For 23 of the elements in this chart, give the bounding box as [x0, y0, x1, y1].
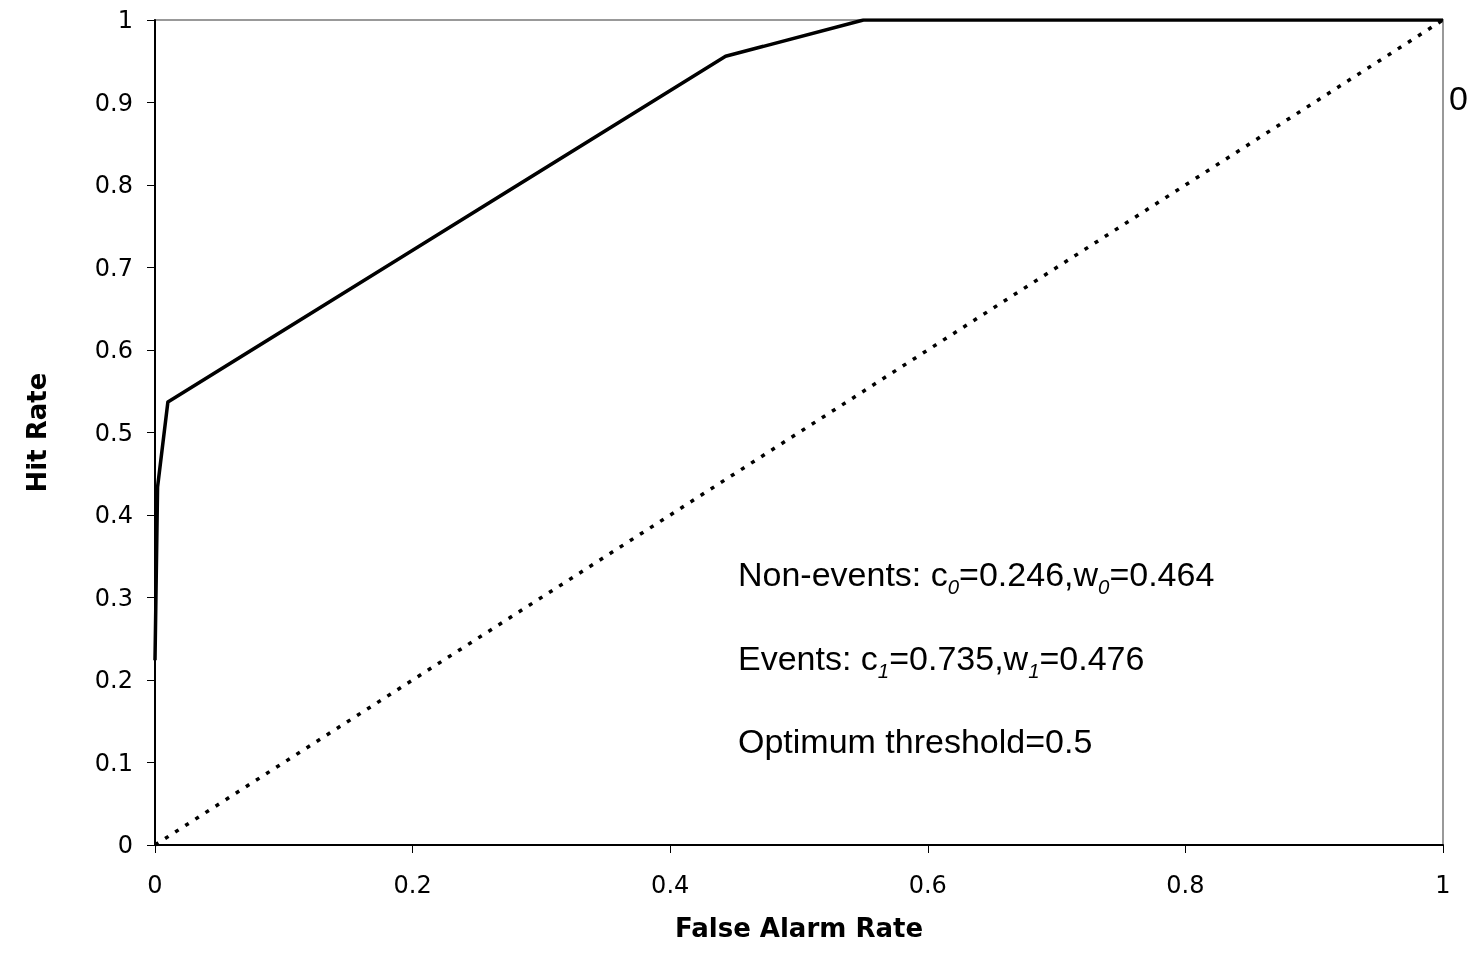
y-tick-label: 0.1 [94, 748, 133, 777]
annotation: Events: c$_{1}$=0.735,w$_{1}$=0.476 [738, 639, 1145, 683]
x-tick-label: 0.6 [908, 871, 947, 899]
annotation: Optimum threshold=0.5 [738, 722, 1093, 761]
y-tick-label: 0.2 [94, 666, 133, 694]
y-tick-label: 0.5 [94, 418, 133, 447]
x-tick-label: 1 [1435, 871, 1451, 899]
y-tick-label: 0.7 [94, 253, 133, 282]
x-tick-label: 0 [147, 871, 163, 899]
y-tick-label: 0.6 [94, 336, 133, 364]
x-tick-label: 0.4 [651, 871, 690, 899]
x-tick-label: 0.8 [1166, 871, 1205, 899]
text: 0 [1449, 79, 1468, 118]
y-tick-label: 0.8 [94, 171, 133, 199]
y-tick-label: 0.9 [94, 88, 133, 117]
y-tick-label: 1 [117, 6, 133, 34]
annotation: Non-events: c$_{0}$=0.246,w$_{0}$=0.464 [738, 555, 1215, 599]
y-tick-label: 0.3 [94, 583, 133, 612]
y-tick-label: 0.4 [94, 501, 133, 529]
y-axis-title: Hit Rate [22, 372, 52, 493]
x-tick-label: 0.2 [393, 871, 432, 899]
x-axis-title: False Alarm Rate [674, 913, 924, 943]
y-tick-label: 0 [117, 831, 133, 859]
